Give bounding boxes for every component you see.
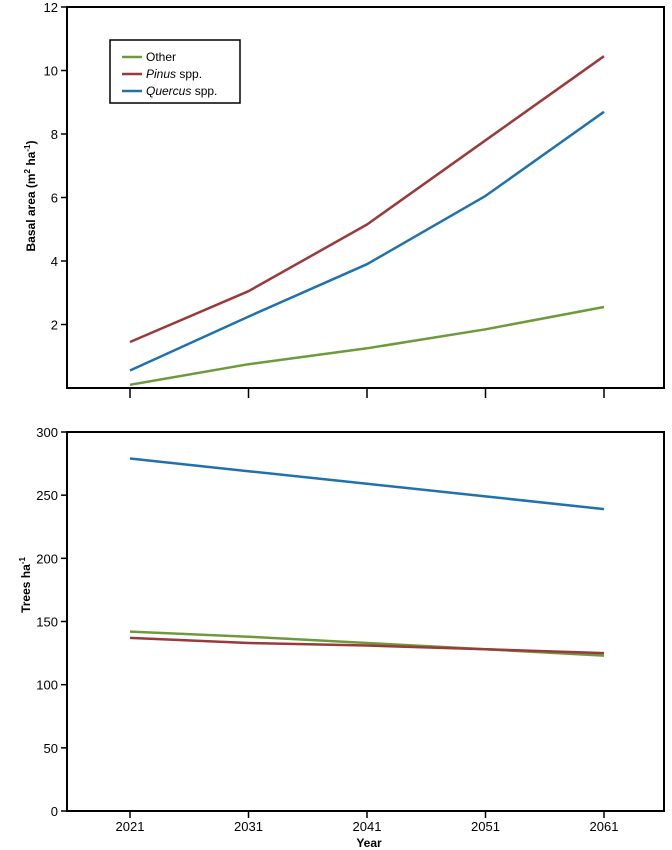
basal-area-chart: 2 4 6 8 10 12 Basal area (m2 ha-1) Other Pinu… [23, 0, 665, 398]
top-y-tick-label: 4 [51, 254, 58, 269]
bottom-y-tick-label: 200 [36, 551, 58, 566]
top-y-ticks: 2 4 6 8 10 12 [44, 0, 67, 333]
legend-label-pinus: Pinus spp. [146, 67, 202, 81]
top-series-line-other [129, 305, 605, 387]
bottom-x-tick-label: 2031 [234, 819, 263, 834]
legend-box [109, 39, 241, 104]
legend-item-quercus: Quercus spp. [122, 84, 217, 98]
top-series-line-pinus [129, 55, 605, 344]
bottom-y-tick-label: 100 [36, 678, 58, 693]
bottom-series-line-quercus [129, 457, 605, 511]
bottom-y-tick-label: 250 [36, 488, 58, 503]
top-x-ticks [129, 388, 605, 398]
bottom-y-tick-label: 300 [36, 425, 58, 440]
bottom-y-ticks: 0 50 100 150 200 250 300 [36, 425, 67, 819]
top-y-tick-label: 8 [51, 127, 58, 142]
bottom-x-ticks: 2021 2031 2041 2051 2061 [116, 811, 619, 834]
bottom-x-tick-label: 2041 [353, 819, 382, 834]
top-series-lines [129, 55, 605, 387]
bottom-series-line-pinus [129, 636, 605, 655]
bottom-x-tick-label: 2051 [471, 819, 500, 834]
legend-item-pinus: Pinus spp. [122, 67, 202, 81]
bottom-series-lines [129, 457, 605, 657]
top-y-tick-label: 10 [44, 64, 58, 79]
bottom-x-tick-label: 2021 [116, 819, 145, 834]
top-y-tick-label: 12 [44, 0, 58, 15]
legend-item-other: Other [122, 50, 176, 64]
x-axis-title: Year [356, 836, 382, 850]
bottom-y-tick-label: 150 [36, 615, 58, 630]
top-series-line-quercus [129, 110, 605, 372]
top-y-axis-title: Basal area (m2 ha-1) [23, 141, 38, 252]
legend-label-quercus: Quercus spp. [146, 84, 217, 98]
legend-label-other: Other [146, 50, 176, 64]
bottom-y-tick-label: 50 [44, 741, 58, 756]
legend: Other Pinus spp. Quercus spp. [109, 39, 241, 104]
top-y-tick-label: 6 [51, 191, 58, 206]
bottom-x-tick-label: 2061 [590, 819, 619, 834]
bottom-plot-frame [66, 431, 665, 812]
bottom-y-tick-label: 0 [51, 804, 58, 819]
top-y-tick-label: 2 [51, 318, 58, 333]
bottom-y-axis-title: Trees ha-1 [18, 557, 33, 613]
